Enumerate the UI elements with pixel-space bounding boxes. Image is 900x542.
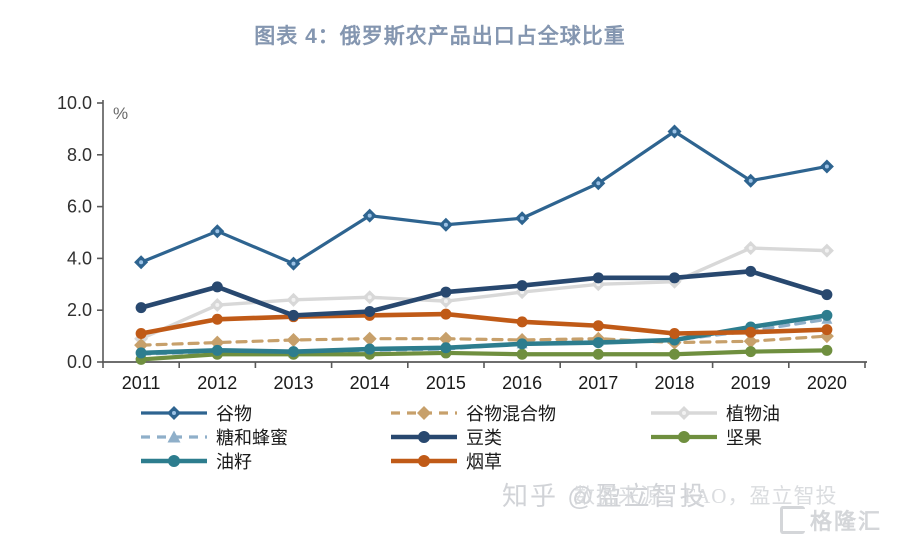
svg-text:10.0: 10.0	[57, 93, 92, 113]
legend-label: 谷物混合物	[466, 404, 556, 425]
svg-text:2018: 2018	[654, 373, 694, 393]
legend-item-5: 豆类	[390, 424, 650, 450]
legend-label: 油籽	[216, 452, 252, 473]
legend-line-sample-icon	[651, 431, 717, 443]
legend-label: 糖和蜂蜜	[216, 428, 288, 449]
svg-text:2.0: 2.0	[67, 300, 92, 320]
legend-line-sample-icon	[391, 406, 457, 420]
legend-item-4: 糖和蜂蜜	[140, 424, 390, 450]
svg-text:2020: 2020	[807, 373, 847, 393]
legend-line-sample-icon	[391, 431, 457, 443]
svg-text:%: %	[113, 104, 128, 123]
legend-label: 谷物	[216, 404, 252, 425]
legend-item-3: 植物油	[650, 400, 780, 426]
svg-text:2013: 2013	[273, 373, 313, 393]
legend-line-sample-icon	[651, 406, 717, 420]
svg-text:2011: 2011	[122, 373, 161, 393]
legend-line-sample-icon	[141, 430, 207, 443]
svg-text:6.0: 6.0	[67, 197, 92, 217]
svg-text:2019: 2019	[731, 373, 771, 393]
legend-label: 烟草	[466, 452, 502, 473]
svg-text:4.0: 4.0	[67, 248, 92, 268]
svg-text:2014: 2014	[350, 373, 390, 393]
legend-line-sample-icon	[391, 455, 457, 467]
legend-line-sample-icon	[141, 406, 207, 420]
chart-title: 图表 4：俄罗斯农产品出口占全球比重	[254, 25, 626, 48]
svg-text:2012: 2012	[197, 373, 237, 393]
svg-text:8.0: 8.0	[67, 145, 92, 165]
legend-item-7: 油籽	[140, 448, 390, 474]
legend-item-1: 谷物	[140, 400, 390, 426]
legend-item-8: 烟草	[390, 448, 650, 474]
legend-label: 植物油	[726, 404, 780, 425]
legend-item-6: 坚果	[650, 424, 780, 450]
svg-text:2017: 2017	[578, 373, 618, 393]
chart-legend: 谷物 谷物混合物 植物油糖和蜂蜜 豆类 坚果油籽 烟草	[140, 401, 780, 473]
legend-label: 坚果	[726, 428, 762, 449]
svg-text:2015: 2015	[426, 373, 466, 393]
legend-item-2: 谷物混合物	[390, 400, 650, 426]
svg-text:2016: 2016	[502, 373, 542, 393]
legend-label: 豆类	[466, 428, 502, 449]
legend-line-sample-icon	[141, 455, 207, 467]
svg-text:0.0: 0.0	[67, 352, 92, 372]
